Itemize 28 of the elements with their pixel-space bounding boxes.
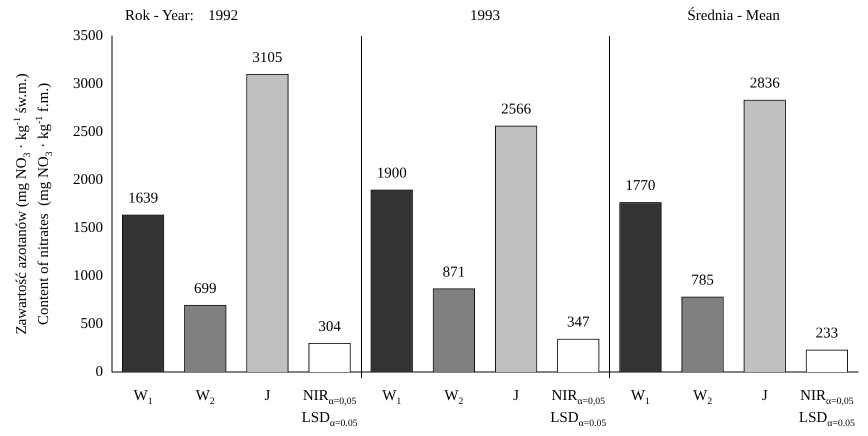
x-tick-label: J — [264, 388, 270, 404]
y-tick-label: 0 — [96, 364, 103, 380]
data-label: 304 — [318, 318, 342, 335]
data-label: 233 — [816, 326, 838, 342]
data-label: 1900 — [376, 166, 407, 182]
data-label: 871 — [442, 264, 466, 280]
text: Zawartość azotanów (mg NO3 · kg-1 św.m.) Content of nitrates (mg NO3 · kg-1 f.m.) — [12, 73, 55, 335]
y-tick-label: 1000 — [73, 268, 103, 284]
data-label: 1639 — [128, 190, 158, 207]
y-tick-label: 3000 — [73, 76, 103, 92]
y-tick-label: 2500 — [73, 124, 103, 140]
text: Rok - Year: — [125, 8, 194, 24]
data-label: 785 — [691, 272, 714, 289]
y-tick-label: 500 — [80, 316, 103, 332]
y-tick-label: 2000 — [73, 172, 103, 188]
y-tick-label: 3500 — [73, 28, 103, 44]
x-tick-label: J — [762, 388, 768, 404]
text: 1992 — [208, 8, 238, 24]
data-label: 1770 — [625, 178, 656, 194]
data-label: 2836 — [750, 76, 780, 92]
data-label: 347 — [567, 314, 590, 331]
y-tick-label: 1500 — [73, 220, 103, 236]
x-tick-label: J — [513, 388, 520, 404]
data-label: 3105 — [252, 50, 282, 66]
text: 1993 — [470, 8, 500, 24]
data-label: 699 — [194, 280, 216, 297]
data-label: 2566 — [501, 102, 532, 118]
text: Średnia - Mean — [687, 7, 780, 24]
